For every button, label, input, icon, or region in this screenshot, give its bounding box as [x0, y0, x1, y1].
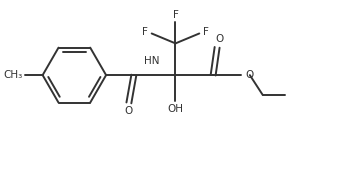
Text: OH: OH: [167, 104, 183, 114]
Text: O: O: [215, 34, 223, 44]
Text: F: F: [142, 27, 148, 36]
Text: O: O: [125, 106, 133, 116]
Text: F: F: [173, 10, 179, 20]
Text: HN: HN: [144, 56, 160, 66]
Text: F: F: [203, 27, 209, 36]
Text: O: O: [245, 70, 253, 80]
Text: CH₃: CH₃: [3, 70, 23, 80]
